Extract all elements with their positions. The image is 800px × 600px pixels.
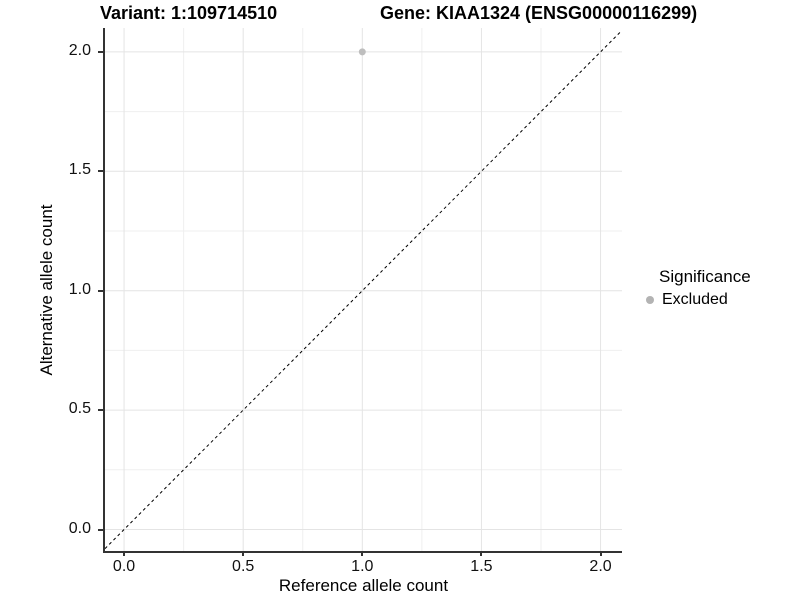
data-point — [358, 48, 366, 56]
y-axis-tick-label: 1.5 — [68, 161, 91, 179]
x-axis-tick-label: 0.0 — [112, 558, 136, 575]
x-axis-tick — [242, 551, 245, 556]
legend: Significance Excluded — [646, 267, 751, 309]
x-axis-tick-label: 2.0 — [589, 558, 612, 575]
legend-item: Excluded — [646, 290, 751, 309]
identity-reference-line — [105, 30, 622, 549]
x-axis-tick-label: 1.5 — [470, 558, 493, 575]
y-axis-tick-label: 2.0 — [68, 41, 91, 59]
x-axis-tick — [599, 551, 602, 556]
y-axis-tick — [98, 409, 103, 412]
x-axis-tick — [123, 551, 126, 556]
y-axis-tick-label: 1.0 — [68, 280, 91, 298]
y-axis-tick — [98, 170, 103, 173]
y-axis-tick — [98, 528, 103, 531]
y-axis-tick-label: 0.5 — [68, 400, 91, 418]
plot-title-variant: Variant: 1:109714510 — [100, 3, 278, 23]
legend-item-label: Excluded — [662, 291, 728, 308]
plot-title-gene: Gene: KIAA1324 (ENSG00000116299) — [380, 3, 698, 23]
legend-title: Significance — [659, 267, 751, 286]
legend-marker-circle-icon — [646, 295, 654, 304]
plot-panel — [103, 28, 622, 553]
x-axis-title: Reference allele count — [278, 576, 449, 595]
x-axis-tick — [361, 551, 364, 556]
y-axis-tick — [98, 50, 103, 53]
plot-canvas — [105, 28, 622, 551]
y-axis-tick-label: 0.0 — [68, 519, 91, 537]
x-axis-tick-label: 1.0 — [351, 558, 374, 575]
x-axis-tick-label: 0.5 — [232, 558, 255, 575]
y-axis-tick — [98, 289, 103, 292]
x-axis-tick — [480, 551, 483, 556]
